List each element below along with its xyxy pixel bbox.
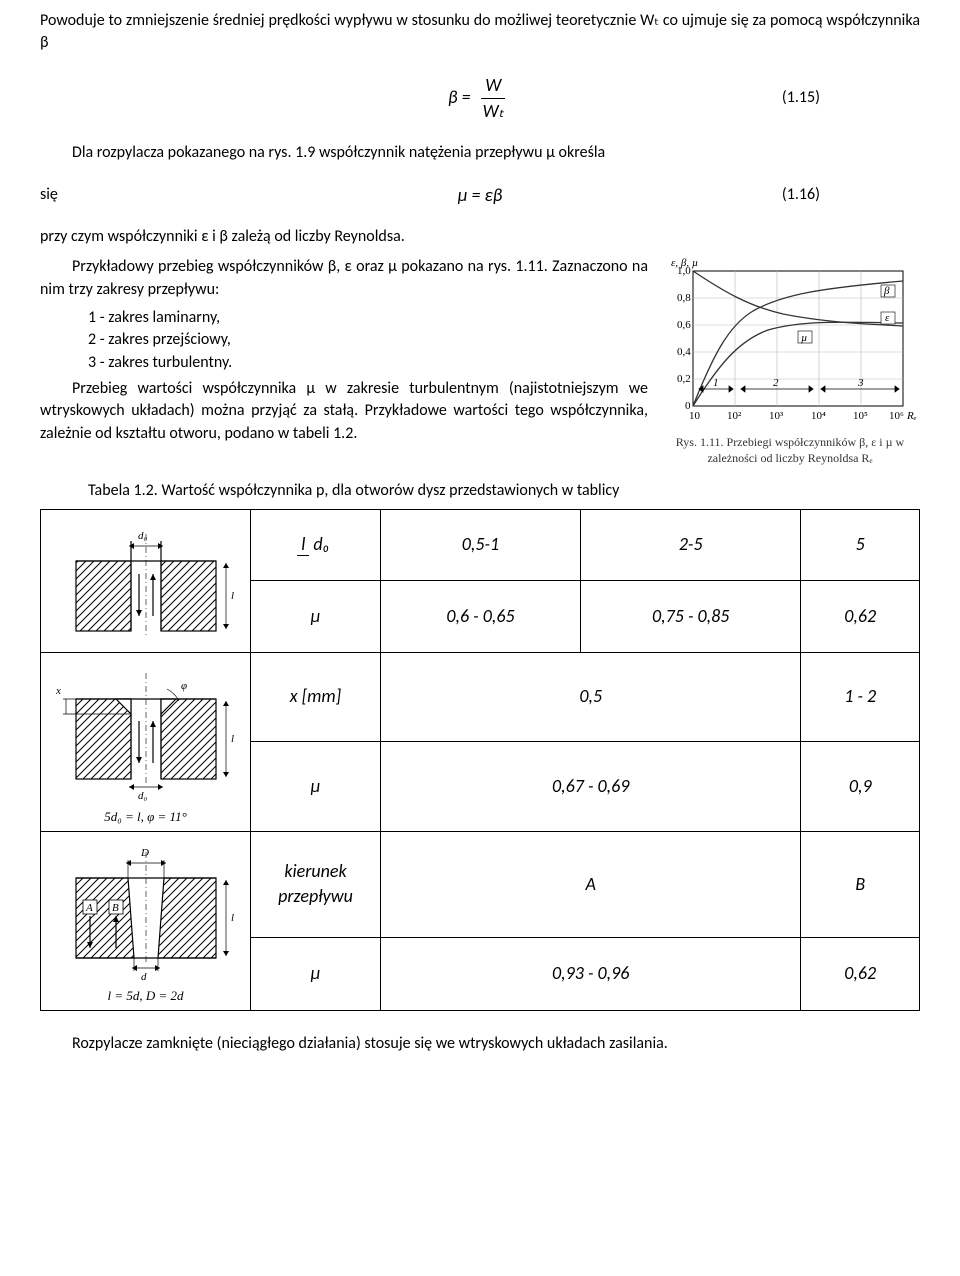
d0-label: d₀	[138, 790, 148, 802]
row3-hdr: x [mm]	[251, 652, 381, 742]
cell: 0,62	[801, 938, 920, 1011]
cell: 0,9	[801, 742, 920, 832]
cell: 5	[801, 509, 920, 581]
para4: Przykładowy przebieg współczynników β, ε…	[40, 256, 648, 301]
nozzle-diagram-2: x φ d₀ l 5d₀ = l, φ = 11°	[41, 652, 251, 831]
list-item: 1 - zakres laminarny,	[88, 307, 648, 329]
d0-label: d₀	[138, 530, 148, 542]
ytick: 0,4	[677, 346, 691, 358]
sie-label: się	[40, 184, 58, 206]
row2-hdr: µ	[251, 581, 381, 653]
row4-hdr: µ	[251, 742, 381, 832]
x-label: x	[55, 685, 61, 697]
cell: 0,67 - 0,69	[381, 742, 801, 832]
xtick: 10³	[769, 410, 784, 422]
l-label: l	[231, 912, 234, 924]
eq1-den: Wₜ	[479, 99, 508, 124]
eq2-number: (1.16)	[782, 184, 820, 206]
xtick: 10⁶	[889, 410, 904, 422]
last-para: Rozpylacze zamknięte (nieciągłego działa…	[40, 1033, 920, 1055]
phi-label: φ	[181, 680, 187, 692]
diagram-caption: l = 5d, D = 2d	[47, 988, 244, 1004]
eq1-num: W	[481, 73, 505, 99]
xtick: 10²	[727, 410, 742, 422]
A-label: A	[85, 902, 93, 914]
nozzle-diagram-1: d₀ l	[41, 509, 251, 652]
eq1-lhs: β =	[448, 86, 471, 108]
row6-hdr: µ	[251, 938, 381, 1011]
diagram-caption: 5d₀ = l, φ = 11°	[47, 809, 244, 825]
cell: 2-5	[580, 509, 800, 581]
d-label: d	[141, 971, 147, 983]
cell: 0,5-1	[381, 509, 581, 581]
figure-caption: Rys. 1.11. Przebiegi współczynników β, ε…	[660, 435, 920, 466]
D-label: D	[140, 847, 149, 859]
xtick: 10⁵	[853, 410, 868, 422]
ytick: 0,6	[677, 319, 691, 331]
equation-2: się µ = εβ (1.16)	[40, 183, 920, 208]
table-title: Tabela 1.2. Wartość współczynnika p, dla…	[40, 480, 920, 502]
row5-hdr: kierunek przepływu	[251, 831, 381, 937]
xtick: 10	[689, 410, 701, 422]
cell: 0,93 - 0,96	[381, 938, 801, 1011]
xtick: 10⁴	[811, 410, 826, 422]
cell: 0,75 - 0,85	[580, 581, 800, 653]
eq1-number: (1.15)	[782, 87, 820, 109]
l-label: l	[231, 590, 234, 602]
zone-1: 1	[713, 377, 719, 389]
eq2-formula: µ = εβ	[458, 183, 503, 208]
para2: Dla rozpylacza pokazanego na rys. 1.9 ws…	[40, 142, 920, 164]
nozzle-diagram-3: D d l A B l = 5d, D = 2d	[41, 831, 251, 1010]
mu-label: µ	[801, 332, 807, 344]
cell: 1 - 2	[801, 652, 920, 742]
ylabel: ε, β, µ	[671, 257, 698, 269]
zakresy-list: 1 - zakres laminarny, 2 - zakres przejśc…	[88, 307, 648, 374]
r1-den: d₀	[309, 533, 333, 555]
list-item: 2 - zakres przejściowy,	[88, 329, 648, 351]
list-item: 3 - zakres turbulentny.	[88, 352, 648, 374]
para3: przy czym współczynniki ε i β zależą od …	[40, 226, 920, 248]
cell: 0,6 - 0,65	[381, 581, 581, 653]
xunit: Rₑ	[906, 410, 917, 422]
row1-hdr: ld₀	[251, 509, 381, 581]
zone-3: 3	[857, 377, 864, 389]
ytick: 0,2	[677, 373, 691, 385]
B-label: B	[112, 902, 119, 914]
equation-1: β = WWₜ (1.15)	[40, 73, 920, 124]
l-label: l	[231, 733, 234, 745]
cell: 0,62	[801, 581, 920, 653]
beta-label: β	[883, 285, 890, 297]
table-1-2: d₀ l ld₀ 0,5-1 2-5 5 µ 0,6 - 0,65 0,75 -…	[40, 509, 920, 1011]
para5: Przebieg wartości współczynnika µ w zakr…	[40, 378, 648, 445]
cell: A	[381, 831, 801, 937]
eps-label: ε	[885, 312, 890, 324]
para1: Powoduje to zmniejszenie średniej prędko…	[40, 10, 920, 55]
cell: 0,5	[381, 652, 801, 742]
r1-num: l	[297, 533, 309, 556]
figure-1-11: 1 2 3 β ε µ 1,0 0,8 0,6 0,4 0,2 0 ε, β, …	[663, 256, 918, 431]
cell: B	[801, 831, 920, 937]
ytick: 0,8	[677, 292, 691, 304]
zone-2: 2	[773, 377, 779, 389]
